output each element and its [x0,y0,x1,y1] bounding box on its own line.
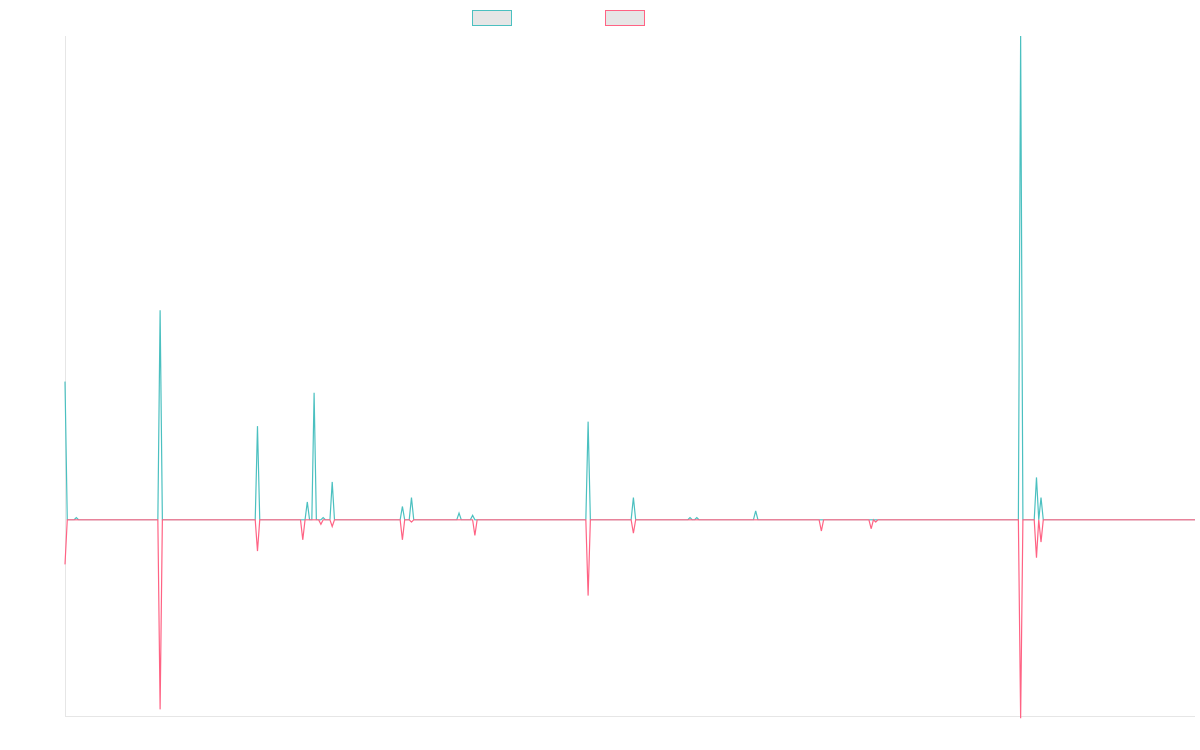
series-line-1 [64,35,1195,521]
legend-swatch-2[interactable] [605,10,645,26]
series-line-2 [64,518,1195,719]
legend-swatch-1[interactable] [472,10,512,26]
